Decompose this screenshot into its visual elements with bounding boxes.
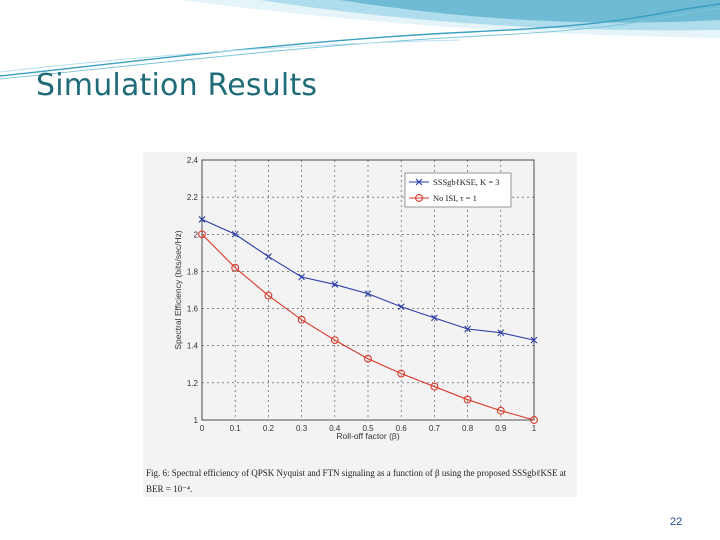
data-point-series-1 [530,336,538,344]
plot-area-frame [201,159,535,421]
data-point-series-2 [231,263,240,272]
figure-panel: 0 0.1 0.2 0.3 0.4 0.5 0.6 0.7 0.8 0.9 1 1 1.2 1.4 1.6 1… [143,152,577,497]
legend-label-series-1: SSSgbℓKSE, K = 3 [433,177,500,187]
x-tick-label: 0.1 [230,424,242,433]
x-tick-label: 1 [532,424,537,433]
y-tick-label: 1.8 [187,267,199,276]
x-tick-label: 0.9 [495,424,507,433]
x-tick-label: 0.2 [263,424,275,433]
data-point-series-2 [297,315,306,324]
x-tick-label: 0.8 [462,424,474,433]
data-point-series-2 [364,354,372,363]
x-tick-label: 0.7 [429,424,441,433]
chart-series [198,216,538,424]
figure-caption: Fig. 6: Spectral efficiency of QPSK Nyqu… [146,468,567,494]
data-point-series-1 [397,303,405,311]
y-axis-label: Spectral Efficiency (bits/sec/Hz) [173,230,183,350]
data-point-series-1 [431,314,438,322]
legend-marker-series-1 [415,178,423,186]
data-point-series-2 [463,395,472,404]
legend-box [404,172,512,208]
x-axis-label: Roll-off factor (β) [336,431,399,441]
legend: SSSgbℓKSE, K = 3 No ISI, τ = 1 [404,172,512,208]
spectral-efficiency-chart: 0 0.1 0.2 0.3 0.4 0.5 0.6 0.7 0.8 0.9 1 1 1.2 1.4 1.6 1… [173,156,538,441]
chart-ticks: 0 0.1 0.2 0.3 0.4 0.5 0.6 0.7 0.8 0.9 1 1 1.2 1.4 1.6 1… [187,156,537,433]
legend-point-series-1 [415,178,423,186]
slide-title: Simulation Results [36,68,318,103]
data-point-series-2 [330,336,339,345]
data-point-series-1 [265,253,272,260]
data-point-series-1 [497,329,505,337]
x-tick-label: 0.6 [396,424,408,433]
x-tick-label: 0.5 [362,424,374,433]
y-tick-label: 1 [194,416,199,425]
data-point-series-1 [364,290,372,298]
y-tick-label: 2.4 [187,156,199,165]
data-point-series-1 [464,325,471,333]
data-point-series-1 [298,273,305,281]
data-point-series-2 [198,230,206,239]
legend-label-series-2: No ISI, τ = 1 [433,193,477,203]
y-tick-label: 2 [194,230,199,239]
data-point-series-1 [231,230,239,238]
page-number: 22 [670,516,683,528]
y-tick-label: 1.2 [187,379,199,388]
x-tick-label: 0 [200,424,205,433]
x-tick-label: 0.3 [296,424,308,433]
data-point-series-1 [198,216,206,223]
x-tick-label: 0.4 [329,424,341,433]
data-point-series-1 [331,281,339,288]
data-point-series-2 [397,369,406,378]
legend-marker-series-2 [415,194,423,202]
data-point-series-2 [530,416,538,424]
header-wave-decoration [0,0,720,80]
data-point-series-2 [264,291,273,300]
series-line-2 [201,233,535,421]
chart-grid [202,160,534,420]
y-tick-label: 2.2 [187,193,199,202]
series-line-1 [201,218,535,341]
y-tick-label: 1.6 [187,305,199,314]
data-point-series-2 [496,406,505,415]
legend-point-series-2 [415,194,423,202]
y-tick-label: 1.4 [187,342,199,351]
data-point-series-2 [430,382,439,391]
